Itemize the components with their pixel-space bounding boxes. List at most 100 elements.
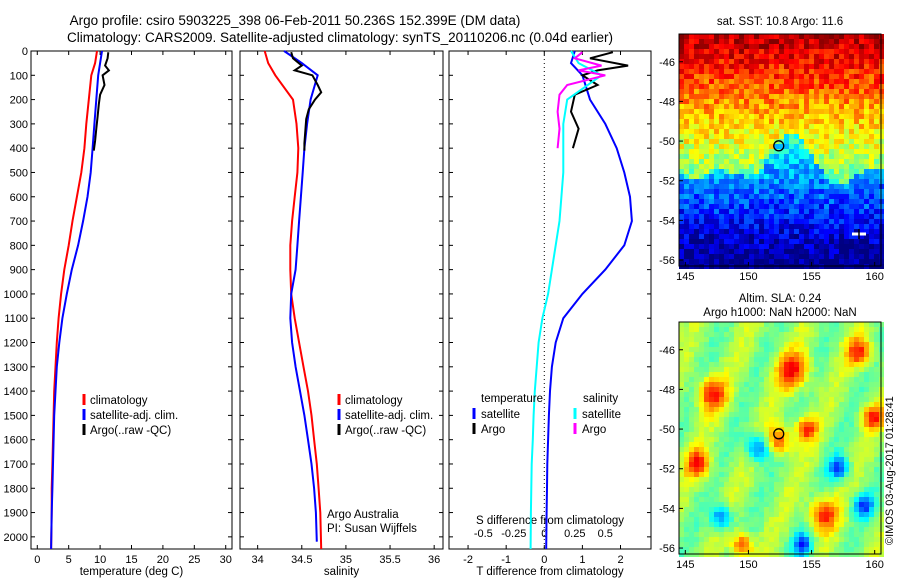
sst_map-cell	[859, 74, 864, 79]
sst_map-cell	[784, 149, 789, 154]
sst_map-cell	[719, 74, 724, 79]
sst_map-cell	[724, 164, 729, 169]
sla_map-cell	[859, 372, 864, 377]
sst_map-cell	[794, 89, 799, 94]
sla_map-cell	[834, 482, 839, 487]
sla_map-cell	[824, 437, 829, 442]
sst_map-cell	[809, 89, 814, 94]
sst_map-cell	[679, 194, 684, 199]
sst_map-cell	[849, 39, 854, 44]
sla_map-cell	[684, 352, 689, 357]
sst_map-cell	[714, 39, 719, 44]
sst_map-cell	[869, 184, 874, 189]
sla_map-cell	[684, 357, 689, 362]
sst_map-cell	[744, 184, 749, 189]
sla_map-cell	[844, 412, 849, 417]
sst_map-cell	[854, 144, 859, 149]
sst_map-cell	[799, 224, 804, 229]
sla_map-cell	[734, 537, 739, 542]
sst_map-cell	[869, 144, 874, 149]
sla_map-cell	[714, 387, 719, 392]
sla_map-cell	[824, 402, 829, 407]
sla_map-cell	[704, 387, 709, 392]
sla_map-cell	[684, 547, 689, 552]
sst_map-cell	[874, 89, 879, 94]
sst_map-cell	[864, 219, 869, 224]
sst_map-cell	[869, 199, 874, 204]
sst_map-cell	[874, 194, 879, 199]
sla_map-cell	[869, 437, 874, 442]
sla_map-cell	[809, 497, 814, 502]
sst_map-cell	[734, 44, 739, 49]
sla_map-cell	[784, 382, 789, 387]
sla_map-cell	[854, 467, 859, 472]
sst_map-cell	[834, 194, 839, 199]
sst_map-cell	[714, 134, 719, 139]
sst_map-cell	[699, 49, 704, 54]
sla_map-cell	[859, 342, 864, 347]
sst_map-cell	[689, 109, 694, 114]
sla_map-cell	[769, 392, 774, 397]
sla_map-cell	[804, 392, 809, 397]
sst_map-cell	[859, 239, 864, 244]
sst_map-cell	[769, 204, 774, 209]
sst_map-cell	[799, 59, 804, 64]
sla_map-cell	[839, 412, 844, 417]
sst_map-cell	[739, 139, 744, 144]
sla_map-cell	[799, 547, 804, 552]
sla_map-cell	[754, 322, 759, 327]
sla_map-cell	[704, 327, 709, 332]
sst_map-cell	[734, 129, 739, 134]
sst_map-cell	[754, 214, 759, 219]
sst_map-cell	[714, 69, 719, 74]
sla_map-cell	[734, 347, 739, 352]
sst_map-cell	[854, 149, 859, 154]
sst_map-cell	[734, 199, 739, 204]
sla_map-cell	[699, 437, 704, 442]
sst_map-cell	[714, 129, 719, 134]
sla_map-cell	[714, 467, 719, 472]
sst_map-cell	[724, 214, 729, 219]
sst_map-cell	[849, 244, 854, 249]
sla_map-cell	[719, 537, 724, 542]
sst_map-cell	[874, 219, 879, 224]
sst_map-cell	[719, 134, 724, 139]
sst_map-cell	[809, 104, 814, 109]
sla_map-cell	[869, 337, 874, 342]
sst_map-cell	[689, 79, 694, 84]
sst_map-cell	[729, 209, 734, 214]
sla_map-cell	[764, 402, 769, 407]
sst_map-cell	[684, 94, 689, 99]
sst_map-cell	[859, 199, 864, 204]
sla_map-cell	[859, 407, 864, 412]
sst_map-cell	[809, 59, 814, 64]
sst_map-cell	[719, 239, 724, 244]
sla_map-cell	[699, 507, 704, 512]
sla_map-cell	[709, 517, 714, 522]
sla_map-cell	[694, 487, 699, 492]
sla_map-cell	[729, 542, 734, 547]
sst_map-cell	[784, 239, 789, 244]
sst_map-cell	[839, 159, 844, 164]
sst_map-cell	[789, 114, 794, 119]
sla_map-cell	[834, 467, 839, 472]
sst_map-cell	[759, 89, 764, 94]
sst_map-cell	[734, 239, 739, 244]
sst_map-cell	[864, 204, 869, 209]
sst_map-cell	[694, 244, 699, 249]
sst_map-cell	[709, 49, 714, 54]
sst_map-cell	[789, 229, 794, 234]
sla_map-cell	[744, 537, 749, 542]
sla_map-cell	[839, 482, 844, 487]
salinity-xtick-label: 35.5	[379, 554, 400, 566]
sla_map-cell	[739, 427, 744, 432]
sla_map-cell	[819, 432, 824, 437]
sst_map-cell	[694, 179, 699, 184]
sla_map-cell	[704, 372, 709, 377]
sst_map-cell	[759, 189, 764, 194]
sla_map-cell	[874, 477, 879, 482]
sst_map-cell	[744, 174, 749, 179]
sst_map-cell	[784, 194, 789, 199]
sst_map-cell	[729, 204, 734, 209]
